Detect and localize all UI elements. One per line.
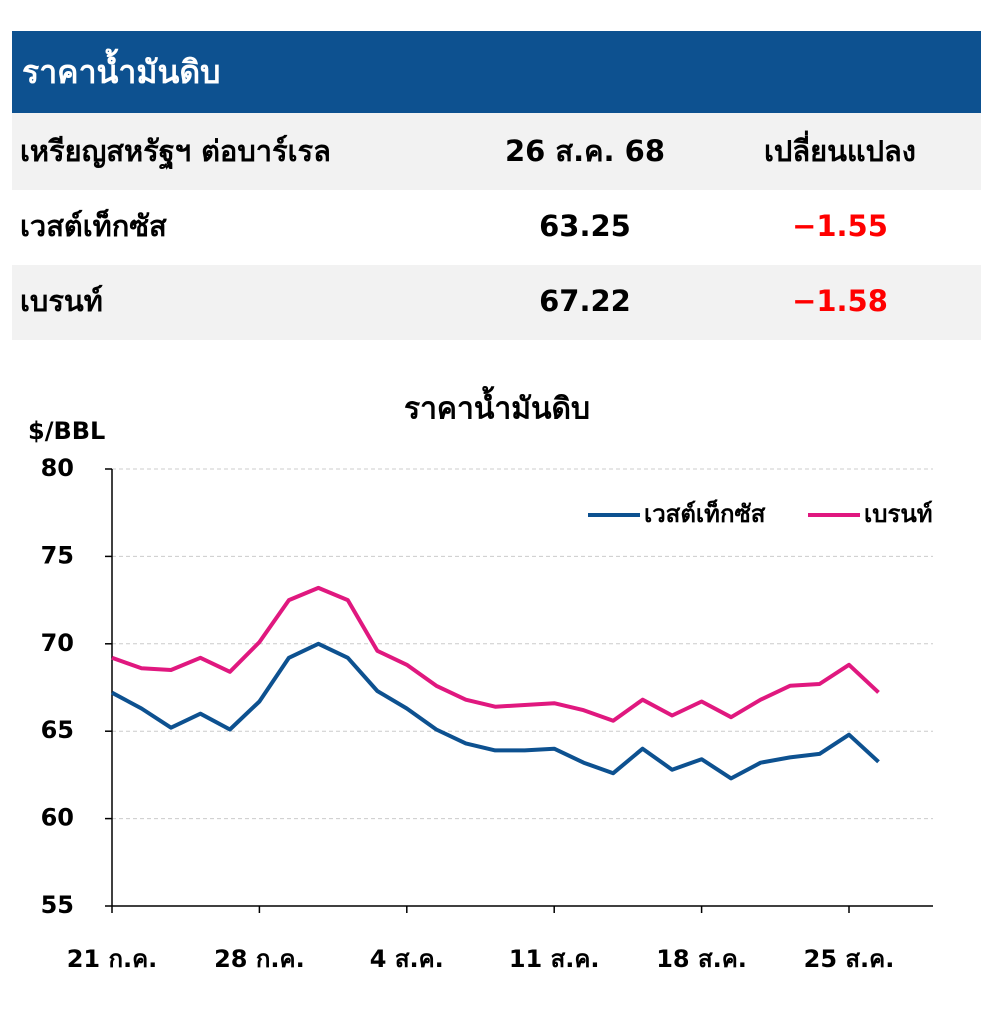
table-header: เหรียญสหรัฐฯ ต่อบาร์เรล — [20, 134, 331, 170]
y-tick-label: 70 — [41, 629, 74, 657]
chart-title: ราคาน้ำมันดิบ — [404, 386, 590, 427]
legend-label: เบรนท์ — [864, 500, 933, 528]
table-cell: −1.58 — [792, 284, 888, 318]
x-tick-label: 28 ก.ค. — [214, 945, 305, 973]
table-cell: 67.22 — [539, 284, 631, 318]
table-cell: เวสต์เท็กซัส — [20, 208, 167, 243]
table-header: 26 ส.ค. 68 — [505, 134, 665, 168]
series-line — [111, 585, 880, 723]
table-cell: 63.25 — [539, 209, 631, 243]
x-tick-label: 21 ก.ค. — [67, 945, 158, 973]
x-tick-label: 18 ส.ค. — [656, 945, 747, 973]
y-axis-label: $/BBL — [28, 417, 105, 445]
x-tick-label: 25 ส.ค. — [804, 945, 895, 973]
table-header: เปลี่ยนแปลง — [764, 130, 916, 168]
y-tick-label: 75 — [41, 541, 74, 569]
series-line — [111, 641, 880, 781]
table-row — [12, 265, 981, 340]
y-tick-label: 65 — [41, 716, 74, 744]
y-tick-label: 80 — [41, 454, 74, 482]
x-tick-label: 4 ส.ค. — [370, 945, 444, 973]
y-tick-label: 60 — [41, 804, 74, 832]
y-tick-label: 55 — [41, 891, 74, 919]
header-title: ราคาน้ำมันดิบ — [22, 48, 220, 91]
legend-label: เวสต์เท็กซัส — [644, 499, 766, 528]
table-cell: −1.55 — [792, 209, 888, 243]
x-tick-label: 11 ส.ค. — [509, 945, 600, 973]
table-header-row — [12, 113, 981, 190]
header-bar — [12, 31, 981, 113]
table-cell: เบรนท์ — [20, 284, 103, 318]
